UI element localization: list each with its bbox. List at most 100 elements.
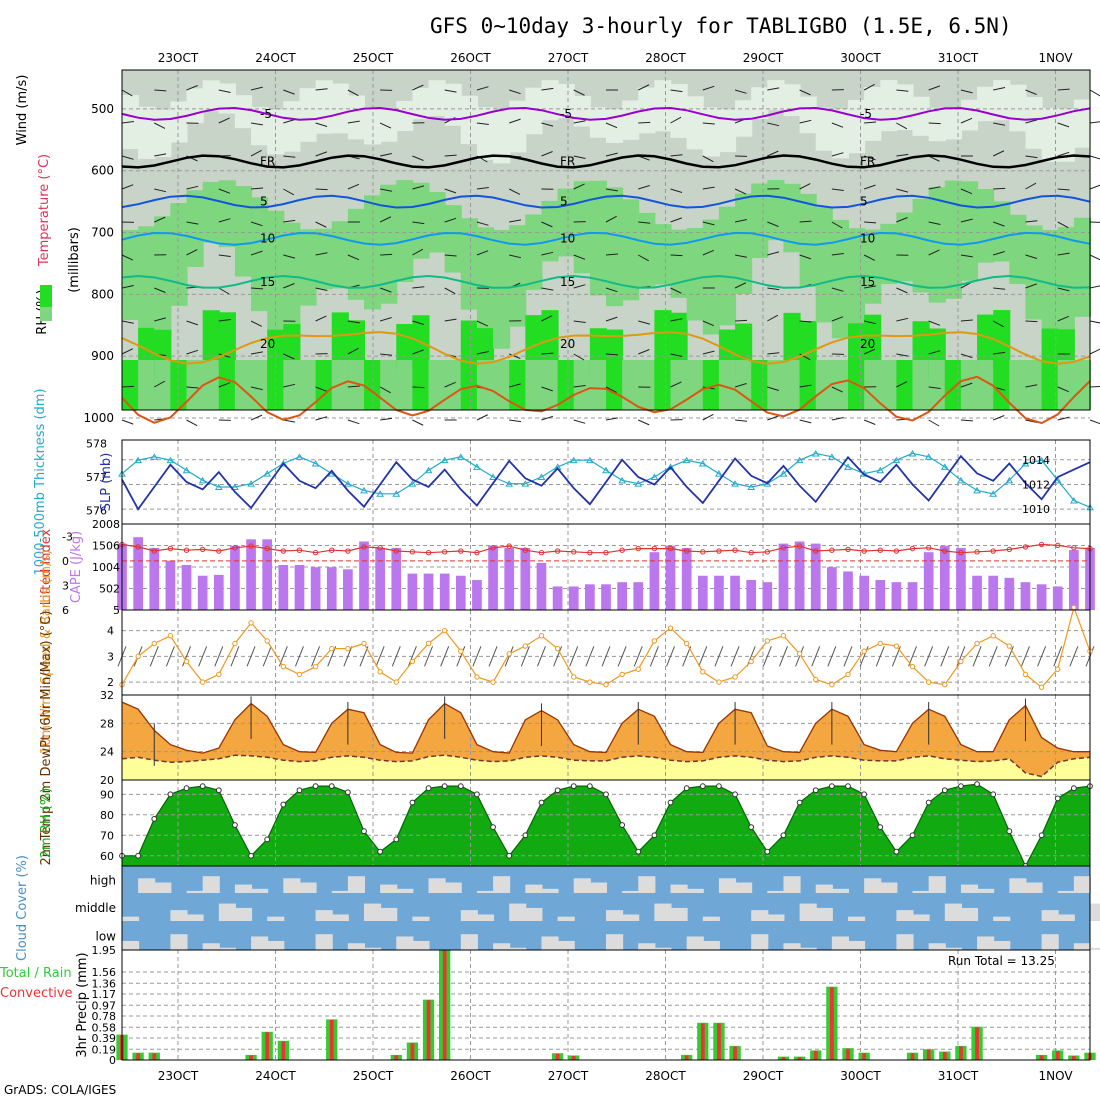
wind-point bbox=[893, 643, 900, 649]
wind-barb bbox=[315, 287, 328, 291]
cape-li-panel: -3 0 3 6 5 502 1004 1506 2008 Lifted Index CAPE (J… bbox=[39, 518, 1095, 617]
wind-barb bbox=[476, 221, 489, 226]
rh-patch-low bbox=[234, 95, 253, 129]
wind-barb bbox=[670, 254, 683, 257]
rh-patch-surface bbox=[315, 360, 333, 410]
thickness-point bbox=[779, 470, 788, 477]
wind-barb bbox=[896, 287, 908, 294]
wind-barb bbox=[993, 251, 1005, 256]
cloud-gap bbox=[170, 934, 188, 950]
rh-patch-high bbox=[783, 312, 801, 365]
cloud-gap bbox=[831, 936, 849, 950]
wind-barb bbox=[379, 216, 392, 223]
rh2m-point bbox=[377, 848, 384, 855]
rh-patch-surface bbox=[977, 360, 995, 410]
rh-patch-mid bbox=[509, 225, 527, 327]
surface-wind-barb bbox=[246, 646, 256, 667]
precip-tick: 1.17 bbox=[92, 988, 117, 1001]
isotherm--5 bbox=[121, 106, 1091, 121]
wind-barb bbox=[347, 320, 360, 324]
wind-barb bbox=[1089, 348, 1100, 355]
cloud-gap bbox=[993, 916, 1011, 921]
cloud-gap bbox=[476, 890, 495, 893]
wind-barb bbox=[702, 350, 715, 355]
rh-patch-surface bbox=[170, 360, 188, 410]
wind-barb bbox=[444, 188, 457, 194]
precip-tick: 1.56 bbox=[92, 966, 117, 979]
li-point bbox=[248, 543, 254, 549]
wind-barb bbox=[315, 221, 327, 228]
rh2m-point bbox=[457, 783, 464, 790]
wind-barb bbox=[702, 320, 715, 327]
li-point bbox=[893, 548, 900, 554]
surface-wind-barb bbox=[924, 646, 934, 667]
cloud-gap bbox=[476, 914, 495, 921]
rh2m-point bbox=[990, 791, 997, 798]
rh-patch-low bbox=[170, 101, 188, 143]
wind-barb bbox=[250, 320, 262, 327]
wind-barb bbox=[379, 317, 392, 322]
wind-point bbox=[441, 627, 448, 634]
rh-patch-surface bbox=[444, 360, 462, 410]
surface-wind-barb bbox=[617, 646, 627, 667]
cape-bar bbox=[601, 584, 611, 610]
rh-patch-surface bbox=[896, 360, 914, 410]
cloud-gap bbox=[202, 876, 220, 893]
wind-barb bbox=[670, 89, 683, 93]
cloud-gap bbox=[234, 907, 253, 921]
cloud-gap bbox=[186, 890, 204, 893]
cape-axis-label: CAPE (J/kg) bbox=[69, 531, 84, 603]
cape-bar bbox=[310, 567, 321, 610]
rh-patch-mid bbox=[1041, 229, 1059, 346]
rh-patch-low bbox=[944, 109, 962, 140]
thickness-point bbox=[957, 476, 965, 484]
rh-patch-mid bbox=[493, 229, 511, 349]
cloud-gap bbox=[735, 882, 753, 893]
surface-wind-barb bbox=[1053, 646, 1063, 667]
wind-barb bbox=[864, 320, 876, 325]
wind-barb bbox=[1089, 285, 1100, 289]
surface-wind-barb bbox=[262, 646, 272, 667]
pressure-tick: 900 bbox=[91, 349, 114, 363]
wind-barb bbox=[251, 187, 264, 190]
thickness-point bbox=[618, 476, 627, 484]
wind-barb bbox=[638, 419, 650, 426]
rh-patch-low bbox=[977, 86, 995, 122]
cloud-gap bbox=[1090, 947, 1100, 950]
cloud-gap bbox=[412, 940, 430, 950]
wind-point bbox=[780, 633, 787, 639]
cloud-gap bbox=[944, 903, 962, 921]
wind-barb bbox=[734, 254, 747, 258]
precip-conv-bar bbox=[1039, 1055, 1044, 1060]
rh-patch-surface bbox=[476, 360, 495, 410]
wind-point bbox=[490, 679, 496, 685]
wind-barb bbox=[347, 183, 360, 190]
cloud-gap bbox=[1073, 943, 1091, 950]
cloud-gap bbox=[1009, 878, 1027, 893]
wind-barb bbox=[251, 287, 264, 290]
li-point bbox=[264, 545, 270, 552]
cape-bar bbox=[875, 580, 886, 610]
wind-barb bbox=[250, 250, 263, 256]
surface-wind-barb bbox=[649, 646, 659, 667]
rh2m-point bbox=[538, 799, 545, 806]
wind-barb bbox=[218, 382, 231, 388]
rh-patch-mid bbox=[960, 181, 979, 281]
surface-wind-barb bbox=[343, 646, 353, 667]
wind-point bbox=[280, 663, 287, 670]
isotherm-label: 10 bbox=[560, 232, 575, 246]
surface-wind-barb bbox=[472, 646, 482, 667]
pressure-tick: 500 bbox=[91, 102, 114, 116]
cape-bar bbox=[326, 567, 337, 610]
wind-barb bbox=[864, 285, 877, 289]
precip-tick: 0.19 bbox=[92, 1043, 117, 1056]
cloud-gap bbox=[299, 882, 317, 893]
precip-conv-bar bbox=[862, 1053, 867, 1060]
cloud-gap bbox=[896, 910, 914, 921]
cape-tick: 1004 bbox=[92, 561, 120, 574]
precip-tick: 0.58 bbox=[92, 1021, 117, 1034]
wind-barb bbox=[154, 287, 166, 293]
thickness-point bbox=[473, 463, 481, 470]
li-point bbox=[312, 549, 319, 556]
isotherm-label: 20 bbox=[260, 337, 275, 351]
